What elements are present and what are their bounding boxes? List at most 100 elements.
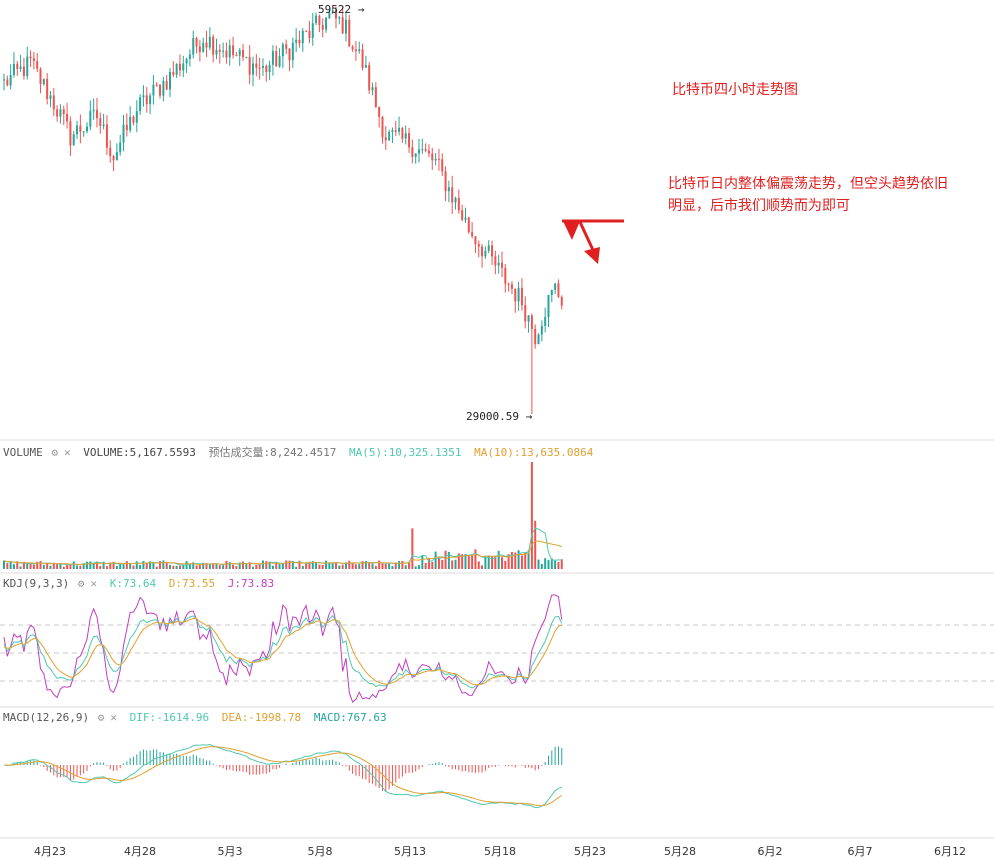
volume-bar: [481, 565, 484, 569]
candle-body: [99, 118, 102, 126]
volume-bar: [248, 562, 251, 569]
volume-bar: [222, 565, 225, 569]
kdj-header: KDJ(9,3,3) ⚙ ✕ K:73.64 D:73.55 J:73.83: [3, 577, 280, 590]
candle-body: [36, 61, 39, 69]
candle-body: [92, 109, 95, 112]
down-arrow-icon: [584, 247, 600, 264]
volume-bar: [139, 565, 142, 569]
candle-body: [72, 134, 75, 146]
volume-bar: [384, 563, 387, 569]
candle-body: [517, 287, 520, 302]
kdj-j: J:73.83: [227, 577, 275, 590]
macd-value: MACD:767.63: [313, 711, 387, 724]
candle-body: [474, 236, 477, 245]
candle-body: [188, 54, 191, 59]
candle-body: [524, 305, 527, 322]
candle-body: [169, 71, 171, 90]
volume-bar: [192, 562, 195, 569]
volume-bar: [92, 562, 95, 569]
candle-body: [291, 42, 294, 61]
gear-icon[interactable]: ⚙: [51, 446, 58, 459]
volume-bar: [165, 561, 168, 569]
volume-bar: [491, 556, 494, 569]
gear-icon[interactable]: ⚙: [97, 711, 105, 724]
volume-bar: [338, 565, 341, 569]
candle-body: [461, 210, 464, 220]
volume-pane: [3, 462, 563, 569]
candle-body: [198, 46, 201, 53]
gear-icon[interactable]: ⚙: [77, 577, 85, 590]
candle-body: [414, 153, 417, 157]
volume-bar: [135, 561, 138, 569]
candle-body: [258, 67, 261, 69]
volume-bar: [471, 554, 474, 569]
volume-bar: [265, 561, 268, 569]
candle-body: [12, 63, 15, 75]
pane-separators: [0, 439, 994, 839]
candle-body: [364, 65, 367, 68]
volume-bar: [311, 561, 314, 569]
volume-bar: [109, 562, 112, 569]
volume-bar: [3, 560, 5, 569]
volume-bar: [245, 563, 248, 569]
candle-body: [325, 17, 328, 30]
candle-body: [235, 55, 238, 57]
close-icon[interactable]: ✕: [90, 577, 98, 590]
volume-ma5-line: [3, 527, 562, 566]
volume-bar: [550, 558, 553, 569]
volume-bar: [271, 565, 274, 569]
close-icon[interactable]: ✕: [110, 711, 117, 724]
volume-bar: [46, 563, 49, 569]
candle-body: [467, 217, 470, 233]
candle-body: [178, 63, 181, 71]
candle-body: [540, 325, 543, 335]
candle-body: [172, 71, 175, 75]
candle-body: [520, 287, 523, 306]
candle-body: [139, 97, 142, 112]
volume-bar: [557, 561, 560, 569]
volume-bar: [225, 560, 228, 569]
volume-bar: [547, 560, 550, 569]
close-icon[interactable]: ✕: [64, 446, 71, 459]
volume-ma10: MA(10):13,635.0864: [474, 446, 594, 459]
volume-bar: [358, 564, 361, 569]
candle-body: [149, 95, 152, 105]
candle-body: [195, 38, 198, 47]
kdj-k: K:73.64: [109, 577, 157, 590]
volume-bar: [235, 566, 238, 569]
candle-body: [527, 315, 530, 322]
macd-header: MACD(12,26,9) ⚙ ✕ DIF:-1614.96 DEA:-1998.…: [3, 711, 393, 724]
candle-body: [484, 250, 487, 257]
volume-bar: [404, 565, 407, 569]
candle-body: [159, 84, 162, 96]
candle-body: [501, 262, 503, 268]
candle-body: [205, 42, 208, 48]
candle-body: [228, 45, 231, 58]
volume-bar: [464, 553, 467, 569]
x-tick-label: 6月12: [934, 845, 966, 858]
volume-bar: [467, 555, 470, 569]
candle-body: [165, 80, 168, 90]
volume-bar: [344, 562, 347, 569]
candle-body: [530, 315, 533, 329]
candle-body: [431, 153, 434, 161]
volume-bar: [6, 563, 9, 569]
candle-body: [447, 187, 450, 192]
candle-body: [275, 51, 278, 67]
volume-bar: [252, 566, 254, 569]
volume-bar: [394, 562, 397, 569]
volume-bar: [374, 565, 377, 569]
volume-bar: [398, 561, 401, 569]
volume-bar: [487, 555, 490, 569]
volume-bar: [520, 555, 523, 569]
candle-body: [255, 63, 258, 68]
x-tick-label: 6月2: [757, 845, 783, 858]
candle-body: [315, 15, 318, 24]
kdj-pane: [0, 594, 994, 703]
volume-bar: [22, 561, 25, 569]
candle-body: [394, 130, 397, 132]
volume-bar: [152, 562, 155, 569]
candle-body: [62, 109, 65, 114]
candle-body: [222, 50, 225, 52]
volume-bar: [228, 562, 231, 569]
